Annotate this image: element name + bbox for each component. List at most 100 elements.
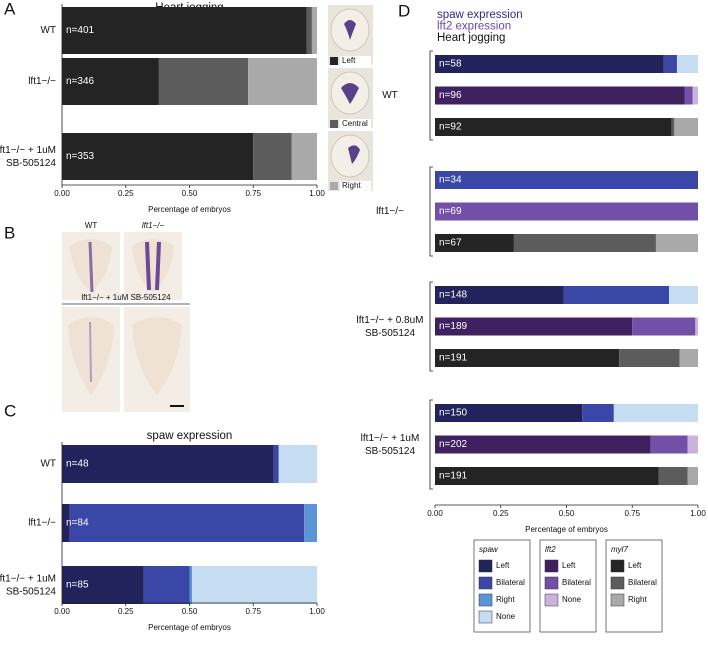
bar-segment (435, 317, 633, 336)
bar-segment (62, 445, 274, 483)
group-bracket (429, 399, 433, 490)
n-label: n=346 (66, 76, 95, 87)
embryo-images-a (328, 5, 373, 191)
legend-box (473, 539, 531, 633)
n-label: n=401 (66, 25, 95, 36)
x-tick-label: 0.25 (118, 189, 134, 198)
stain (344, 20, 356, 40)
bar-segment (684, 86, 693, 105)
category-label: lft1−/− + 1uM SB-505124 (0, 145, 56, 169)
n-label: n=84 (66, 518, 89, 529)
chart-title: spaw expression (437, 9, 523, 21)
legend-label: Left (342, 56, 356, 65)
chart-title: lft2 expression (437, 21, 511, 33)
image-label: lft1−/− (142, 221, 165, 230)
bar-segment (306, 7, 312, 54)
x-tick-label: 0.50 (559, 509, 575, 518)
bar-segment (671, 118, 675, 136)
category-label: lft1−/− + 1uM SB-505124 (361, 433, 420, 457)
stain (341, 83, 359, 104)
panel-letter: D (398, 1, 410, 20)
legend-swatch (330, 182, 338, 190)
bar-segment (679, 349, 698, 367)
category-label: lft1−/− (28, 76, 56, 87)
bar-segment (435, 404, 583, 422)
legend-label-bg (340, 181, 371, 191)
x-tick-label: 0.50 (182, 189, 198, 198)
x-tick-label: 0.25 (118, 607, 134, 616)
bar-segment (435, 467, 659, 485)
n-label: n=85 (66, 580, 89, 591)
legend-label: Central (342, 119, 368, 128)
n-label: n=189 (439, 321, 468, 332)
n-label: n=58 (439, 59, 462, 70)
panel-letter: A (4, 0, 16, 18)
n-label: n=92 (439, 122, 462, 133)
legend-title: spaw (479, 545, 499, 554)
x-tick-label: 0.25 (493, 509, 509, 518)
legend-title: myl7 (611, 545, 628, 554)
bar-segment (273, 445, 279, 483)
x-tick-label: 1.00 (309, 189, 325, 198)
bar-segment (69, 504, 305, 542)
x-tick-label: 0.75 (624, 509, 640, 518)
chart-title: spaw expression (147, 430, 233, 442)
legend-swatch (610, 576, 625, 590)
legend-label: None (496, 612, 516, 621)
legend-swatch (544, 593, 559, 607)
x-tick-label: 0.50 (182, 607, 198, 616)
legend-swatch (478, 593, 493, 607)
embryo (132, 239, 174, 292)
bar-segment (62, 133, 254, 180)
bar-segment (143, 566, 190, 604)
legend-label: Left (496, 561, 510, 570)
legend-label: Left (628, 561, 642, 570)
n-label: n=34 (439, 175, 462, 186)
bar-segment (158, 58, 249, 105)
category-label: lft1−/− + 0.8uM SB-505124 (357, 315, 424, 339)
n-label: n=96 (439, 90, 462, 101)
bar-segment (62, 566, 144, 604)
legend-label: Bilateral (628, 578, 657, 587)
chart-title: Heart jogging (437, 32, 505, 44)
embryo (132, 317, 182, 395)
n-label: n=353 (66, 151, 95, 162)
legend-swatch (478, 610, 493, 624)
legend-swatch (610, 593, 625, 607)
panel-letter: B (4, 223, 15, 242)
x-tick-label: 0.00 (54, 607, 70, 616)
bar-segment (674, 118, 698, 136)
n-label: n=202 (439, 439, 468, 450)
legend-box (539, 539, 597, 633)
n-label: n=48 (66, 459, 89, 470)
bar-segment (676, 55, 698, 73)
bar-segment (278, 445, 317, 483)
bar-segment (435, 202, 698, 221)
bar-segment (435, 286, 564, 304)
legend-swatch (478, 559, 493, 573)
bar-segment (435, 86, 685, 105)
legend-label: None (562, 595, 582, 604)
group-bracket (429, 166, 433, 257)
bar-segment (669, 286, 698, 304)
image-label: WT (85, 221, 98, 230)
n-label: n=148 (439, 290, 468, 301)
category-label: WT (40, 459, 56, 470)
category-label: WT (382, 90, 398, 101)
n-label: n=150 (439, 408, 468, 419)
bar-segment (650, 435, 688, 454)
bar-segment (435, 118, 672, 136)
embryo-images-b (62, 232, 190, 412)
group-bracket (429, 50, 433, 141)
x-axis-label: Percentage of embryos (148, 623, 231, 632)
legend-label: Bilateral (562, 578, 591, 587)
bar-segment (435, 234, 514, 252)
bar-segment (655, 234, 698, 252)
legend-label: Left (562, 561, 576, 570)
x-tick-label: 0.00 (54, 189, 70, 198)
stain (88, 241, 94, 293)
group-bracket (429, 281, 433, 372)
x-tick-label: 1.00 (690, 509, 706, 518)
